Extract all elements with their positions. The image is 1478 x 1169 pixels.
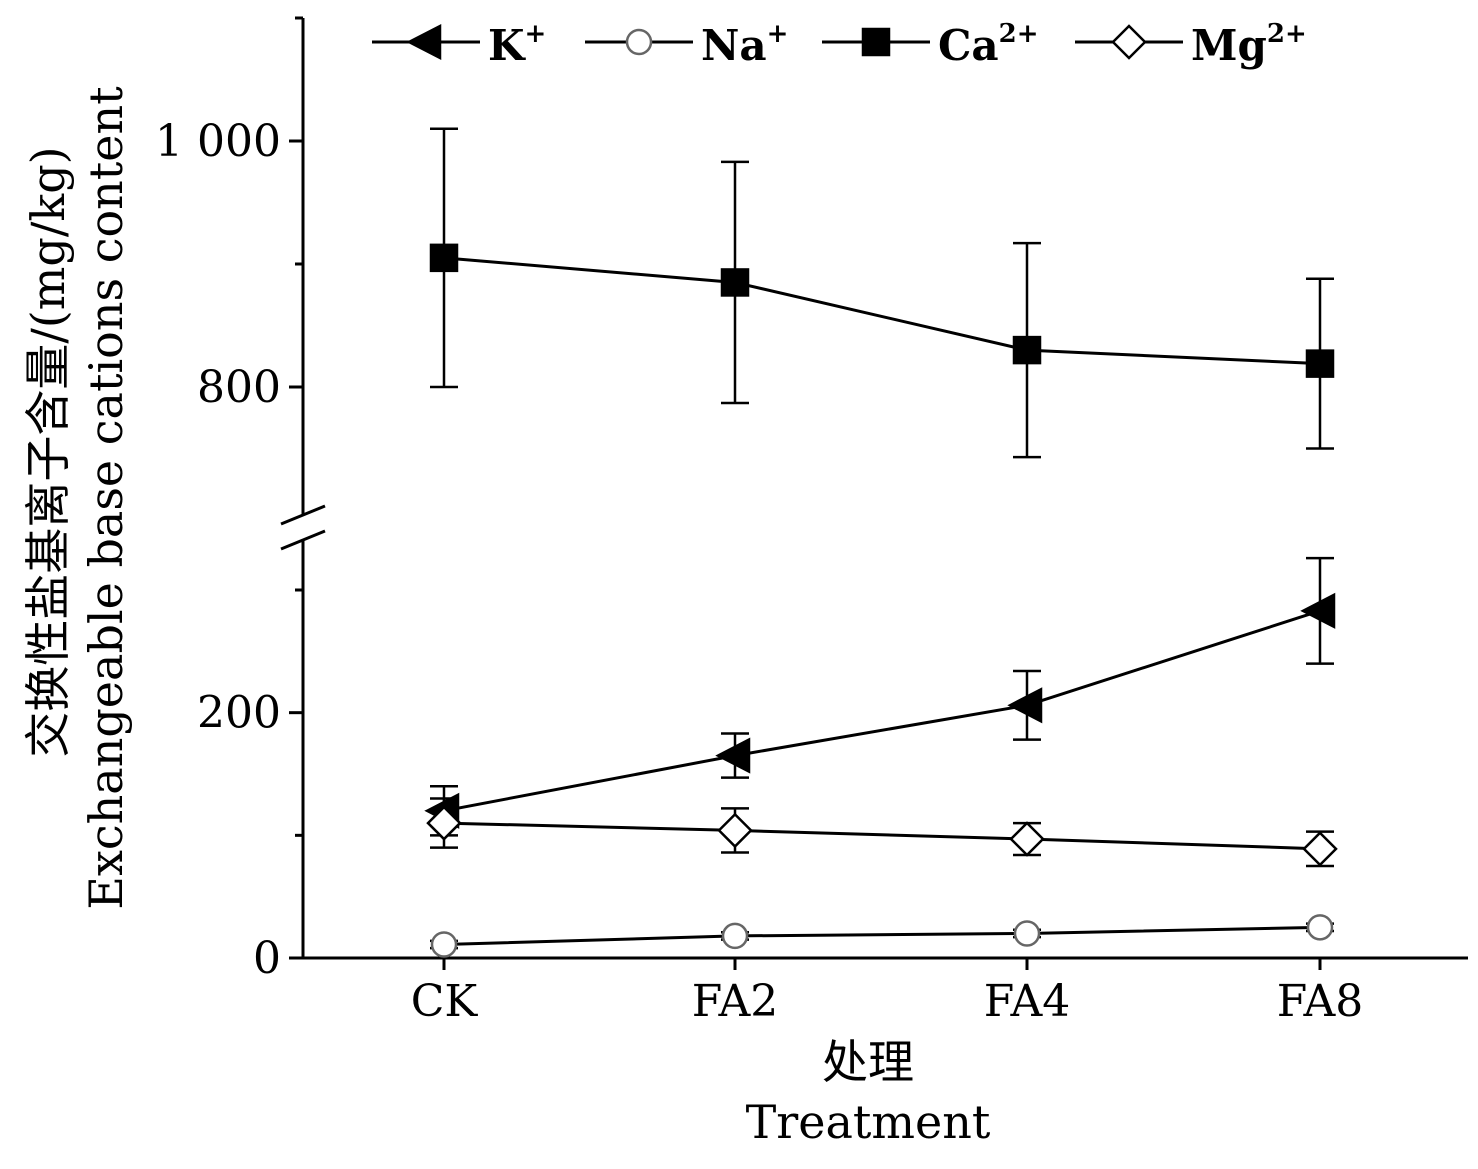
legend-marker-mg xyxy=(1111,24,1147,60)
data-point-ca xyxy=(1012,335,1042,365)
data-point-k xyxy=(1300,592,1336,629)
legend-label-ca: Ca2+ xyxy=(938,19,1039,70)
y-tick-label: 0 xyxy=(253,933,281,984)
data-point-mg xyxy=(717,812,753,849)
legend-label-na: Na+ xyxy=(701,19,788,70)
series-na xyxy=(430,914,1334,958)
y-tick-label: 800 xyxy=(197,362,281,413)
series-ca xyxy=(429,127,1335,459)
x-tick-label: CK xyxy=(411,976,479,1027)
data-point-ca xyxy=(429,243,459,273)
series-line-mg xyxy=(443,821,1321,851)
data-point-mg xyxy=(1009,821,1045,857)
axis-break-mark-upper xyxy=(280,504,326,526)
x-tick-label: FA8 xyxy=(1277,976,1363,1027)
series-line-ca xyxy=(443,256,1321,366)
data-point-na xyxy=(721,922,749,950)
legend-marker-na xyxy=(625,28,653,56)
y-axis-title-en: Exchangeable base cations content xyxy=(79,86,133,910)
x-tick-label: FA2 xyxy=(692,976,778,1027)
legend-item-k: K+ xyxy=(372,19,546,70)
series-k xyxy=(424,556,1336,837)
legend-marker-k xyxy=(406,23,442,61)
y-axis-title-cn: 交换性盐基离子含量/(mg/kg) xyxy=(21,146,75,757)
y-tick-label: 200 xyxy=(197,688,281,739)
legend-item-mg: Mg2+ xyxy=(1075,19,1307,70)
series-line-k xyxy=(443,609,1321,813)
data-point-mg xyxy=(1302,831,1338,867)
x-axis-title-en: Treatment xyxy=(746,1095,991,1149)
axis-titles: 处理 Treatment 交换性盐基离子含量/(mg/kg) Exchangea… xyxy=(21,86,991,1149)
legend-item-ca: Ca2+ xyxy=(822,19,1039,70)
data-point-ca xyxy=(720,268,750,297)
axes: 0 200 800 1 000 CK FA2 FA4 FA8 xyxy=(155,16,1468,1027)
series-line-na xyxy=(443,925,1321,947)
legend-label-k: K+ xyxy=(488,19,546,70)
x-tick-label: FA4 xyxy=(984,976,1070,1027)
y-tick-label: 1 000 xyxy=(155,116,281,167)
legend: K+ Na+ Ca2+ Mg2+ xyxy=(372,19,1307,70)
data-point-na xyxy=(430,931,458,958)
data-point-ca xyxy=(1305,349,1335,378)
data-point-mg xyxy=(426,805,462,841)
legend-marker-ca xyxy=(861,27,891,57)
legend-item-na: Na+ xyxy=(585,19,788,70)
legend-label-mg: Mg2+ xyxy=(1191,19,1307,70)
series-mg xyxy=(426,797,1338,868)
data-point-na xyxy=(1013,920,1041,947)
data-point-k xyxy=(715,737,751,774)
axis-break-mark-lower xyxy=(280,529,326,551)
data-point-na xyxy=(1306,914,1334,941)
plot-area xyxy=(424,127,1338,958)
data-point-k xyxy=(1007,687,1043,724)
x-axis-title-cn: 处理 xyxy=(822,1035,914,1089)
